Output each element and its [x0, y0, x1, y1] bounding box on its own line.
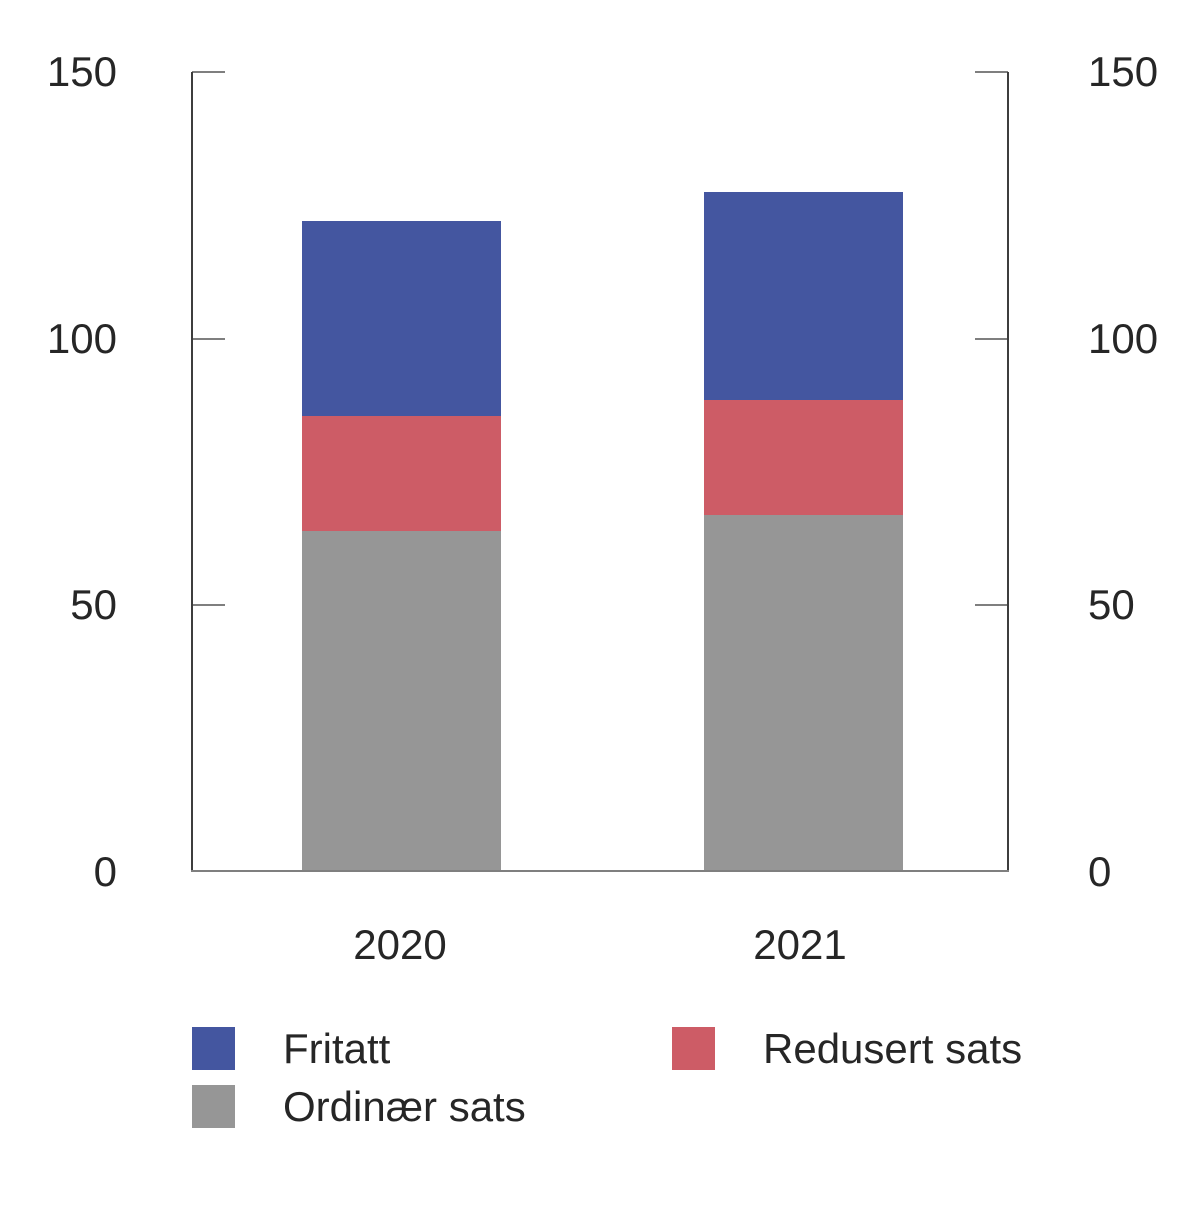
- x-axis-baseline: [191, 870, 1009, 872]
- y-tick-label-right-150: 150: [1088, 48, 1159, 95]
- y-tick-label-left-0: 0: [93, 848, 117, 895]
- y-tick-left-100: [192, 338, 225, 340]
- y-tick-left-50: [192, 604, 225, 606]
- y-tick-right-100: [975, 338, 1008, 340]
- bar-segment-2021-fritatt: [704, 192, 903, 400]
- y-tick-right-50: [975, 604, 1008, 606]
- y-tick-right-150: [975, 71, 1008, 73]
- legend-label-redusert-sats: Redusert sats: [763, 1025, 1023, 1072]
- legend-swatch-fritatt: [192, 1027, 235, 1070]
- y-tick-label-right-50: 50: [1088, 581, 1135, 628]
- y-axis-line-right: [1007, 72, 1009, 872]
- legend-label-ordinaer-sats: Ordinær sats: [283, 1083, 526, 1130]
- legend-swatch-redusert-sats: [672, 1027, 715, 1070]
- x-category-label-2020: 2020: [353, 921, 447, 968]
- x-category-label-2021: 2021: [753, 921, 847, 968]
- bar-segment-2021-ordin-r-sats: [704, 514, 903, 872]
- y-tick-label-left-150: 150: [46, 48, 117, 95]
- y-tick-label-left-100: 100: [46, 315, 117, 362]
- y-tick-label-right-100: 100: [1088, 315, 1159, 362]
- bar-segment-2020-ordin-r-sats: [302, 530, 501, 872]
- y-tick-left-150: [192, 71, 225, 73]
- bar-segment-2020-redusert-sats: [302, 416, 501, 531]
- bar-segment-2020-fritatt: [302, 221, 501, 416]
- y-tick-label-left-50: 50: [70, 581, 117, 628]
- bar-segment-2021-redusert-sats: [704, 400, 903, 515]
- y-axis-line-left: [191, 72, 193, 872]
- legend-swatch-ordinaer-sats: [192, 1085, 235, 1128]
- y-tick-label-right-0: 0: [1088, 848, 1112, 895]
- legend-label-fritatt: Fritatt: [283, 1025, 391, 1072]
